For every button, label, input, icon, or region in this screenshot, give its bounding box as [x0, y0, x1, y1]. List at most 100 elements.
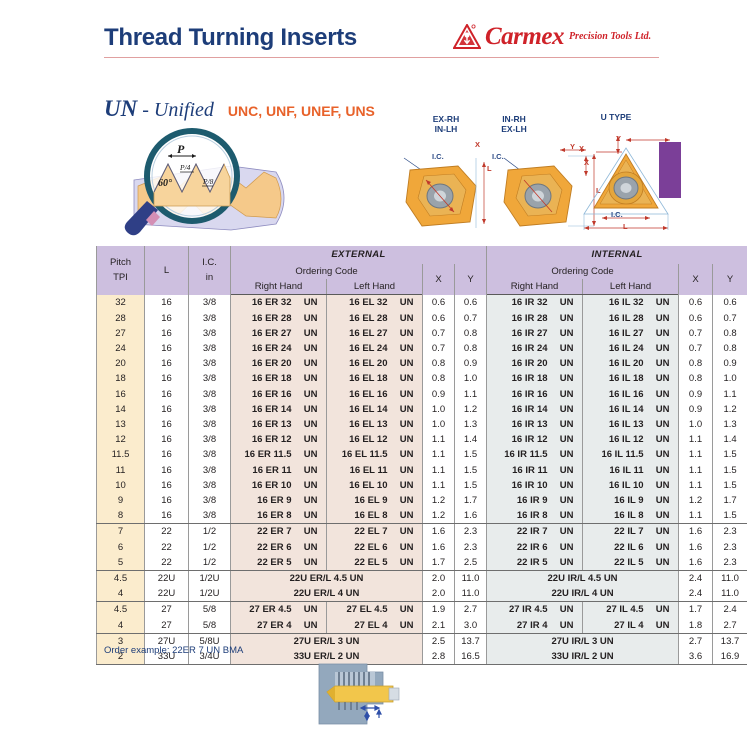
- cell-external-right-hand: 16 ER 14 UN: [230, 401, 327, 418]
- standard-abbrev: UN: [104, 96, 138, 121]
- table-row: 5 22 1/2 22 ER 5 UN 22 EL 5 UN 1.7 2.5 22 IR 5 UN 2…: [96, 554, 747, 572]
- cell-external-x: 0.9: [422, 386, 455, 402]
- cell-external-x: 0.6: [422, 310, 455, 326]
- cell-internal-x: 2.4: [678, 586, 714, 603]
- cell-internal-left-hand: 16 IL 12 UN: [582, 432, 680, 448]
- cell-external-y: 1.5: [453, 447, 488, 463]
- cell-internal-y: 2.7: [712, 617, 747, 634]
- cell-internal-left-hand: 16 IL 28 UN: [582, 310, 680, 326]
- cell-l: 27: [144, 601, 189, 618]
- table-row: 7 22 1/2 22 ER 7 UN 22 EL 7 UN 1.6 2.3 22 IR 7 UN 2…: [96, 523, 747, 540]
- cell-external-left-hand: 22 EL 5 UN: [326, 554, 423, 572]
- col-header-internal-x: X: [678, 264, 714, 295]
- cell-pitch-tpi: 11.5: [96, 447, 145, 463]
- diagram-y-label-2: Y: [570, 142, 576, 151]
- cell-internal-left-hand: 16 IL 24 UN: [582, 341, 680, 357]
- cell-internal-x: 1.8: [678, 617, 714, 634]
- cell-ic: 5/8: [188, 617, 231, 634]
- table-row: 18 16 3/8 16 ER 18 UN 16 EL 18 UN 0.8 1.0 16 IR 1…: [96, 371, 747, 387]
- table-row: 27 16 3/8 16 ER 27 UN 16 EL 27 UN 0.7 0.8 16 IR 2…: [96, 325, 747, 342]
- cell-internal-x: 1.2: [678, 493, 714, 509]
- cell-internal-right-hand: 16 IR 12 UN: [486, 432, 584, 448]
- table-body: 32 16 3/8 16 ER 32 UN 16 EL 32 UN 0.6 0.6 16 IR 3…: [96, 294, 747, 666]
- cell-l: 16: [144, 447, 189, 463]
- standard-name: - Unified: [142, 99, 214, 121]
- table-row: 10 16 3/8 16 ER 10 UN 16 EL 10 UN 1.1 1.5 16 IR 1…: [96, 477, 747, 494]
- table-row: 4.5 27 5/8 27 ER 4.5 UN 27 EL 4.5 UN 1.9 2.7 27 I…: [96, 601, 747, 618]
- cell-internal-left-hand: 22 IL 6 UN: [582, 539, 680, 555]
- cell-external-left-hand: 16 EL 32 UN: [326, 294, 423, 311]
- cell-external-right-hand: 22 ER 6 UN: [230, 539, 327, 555]
- cell-internal-y: 2.3: [712, 523, 747, 540]
- cell-internal-x: 0.9: [678, 386, 714, 402]
- table-row: 16 16 3/8 16 ER 16 UN 16 EL 16 UN 0.9 1.1 16 IR 1…: [96, 386, 747, 402]
- cell-pitch-tpi: 27: [96, 325, 145, 342]
- header-divider: [104, 57, 659, 58]
- cell-external-left-hand: 16 EL 8 UN: [326, 508, 423, 525]
- cell-internal-right-hand: 27 IR 4.5 UN: [486, 601, 584, 618]
- cell-l: 16: [144, 401, 189, 418]
- cell-external-right-hand: 27 ER 4 UN: [230, 617, 327, 634]
- cell-external-left-hand: 16 EL 20 UN: [326, 356, 423, 372]
- cell-external-y: 2.7: [453, 601, 488, 618]
- cell-internal-y: 0.9: [712, 356, 747, 372]
- brand-logo: Carmex Precision Tools Ltd.: [452, 22, 651, 52]
- cell-internal-y: 1.5: [712, 508, 747, 525]
- diagram-x-label-2: X: [584, 158, 590, 167]
- cell-internal-ordering-code-rl: 27U IR/L 3 UN: [486, 633, 680, 650]
- cell-internal-right-hand: 16 IR 9 UN: [486, 493, 584, 509]
- cell-pitch-tpi: 9: [96, 493, 145, 509]
- cell-external-y: 1.6: [453, 508, 488, 525]
- cell-external-right-hand: 16 ER 11 UN: [230, 462, 327, 478]
- diagram-y-label-3: Y: [616, 134, 622, 143]
- diagram-row: P P/4 P/8 60° EX-RH IN-LH I.C.: [96, 112, 747, 240]
- cell-ic: 5/8: [188, 601, 231, 618]
- cell-l: 16: [144, 386, 189, 402]
- cell-external-x: 2.8: [422, 649, 455, 666]
- cell-internal-y: 2.4: [712, 601, 747, 618]
- cell-l: 16: [144, 356, 189, 372]
- cell-external-left-hand: 27 EL 4.5 UN: [326, 601, 423, 618]
- diagram-x-label-3: X: [579, 144, 585, 153]
- table-row: 2 33U 3/4U 33U ER/L 2 UN 2.8 16.5 33U IR/L 2 U…: [96, 649, 747, 666]
- cell-ic: 3/8: [188, 386, 231, 402]
- cell-external-left-hand: 16 EL 18 UN: [326, 371, 423, 387]
- order-example-note: Order example: 22ER 7 UN BMA: [104, 645, 244, 656]
- group-header-external: EXTERNAL: [229, 246, 488, 264]
- cell-l: 27U: [144, 633, 189, 650]
- page-title: Thread Turning Inserts: [104, 24, 357, 51]
- cell-internal-right-hand: 16 IR 28 UN: [486, 310, 584, 326]
- table-row: 20 16 3/8 16 ER 20 UN 16 EL 20 UN 0.8 0.9 16 IR 2…: [96, 356, 747, 372]
- cell-ic: 3/8: [188, 294, 231, 311]
- cell-external-x: 1.1: [422, 462, 455, 478]
- cell-external-y: 0.6: [453, 294, 488, 311]
- col-header-ic: I.C. in: [188, 246, 231, 295]
- cell-ic: 3/8: [188, 508, 231, 525]
- cell-ic: 3/4U: [188, 649, 231, 666]
- cell-internal-right-hand: 16 IR 13 UN: [486, 417, 584, 433]
- col-header-l: L: [144, 246, 189, 295]
- cell-internal-y: 16.9: [712, 649, 747, 666]
- standard-codes: UNC, UNF, UNEF, UNS: [227, 103, 375, 119]
- cell-internal-right-hand: 27 IR 4 UN: [486, 617, 584, 634]
- diagram-l-label-2: L: [596, 186, 601, 195]
- cell-external-y: 0.7: [453, 310, 488, 326]
- diagram-x-label-1: X: [475, 140, 481, 149]
- cell-internal-x: 2.4: [678, 570, 714, 587]
- svg-text:P/4: P/4: [179, 163, 191, 172]
- insert-diagram-ex-rh: [403, 157, 486, 228]
- cell-pitch-tpi: 8: [96, 508, 145, 525]
- cell-external-x: 1.1: [422, 477, 455, 494]
- cell-ic: 3/8: [188, 462, 231, 478]
- svg-text:P: P: [177, 142, 185, 156]
- cell-ic: 3/8: [188, 341, 231, 357]
- table-header: Pitch TPI L I.C. in EXTERNAL INTERNAL Orde…: [96, 246, 747, 296]
- table-row: 4 27 5/8 27 ER 4 UN 27 EL 4 UN 2.1 3.0 27 IR 4 UN 2…: [96, 617, 747, 634]
- cell-pitch-tpi: 4: [96, 586, 145, 603]
- cell-external-right-hand: 16 ER 20 UN: [230, 356, 327, 372]
- cell-internal-y: 11.0: [712, 586, 747, 603]
- cell-pitch-tpi: 28: [96, 310, 145, 326]
- cell-internal-left-hand: 16 IL 14 UN: [582, 401, 680, 418]
- cell-internal-right-hand: 16 IR 20 UN: [486, 356, 584, 372]
- cell-external-y: 1.1: [453, 386, 488, 402]
